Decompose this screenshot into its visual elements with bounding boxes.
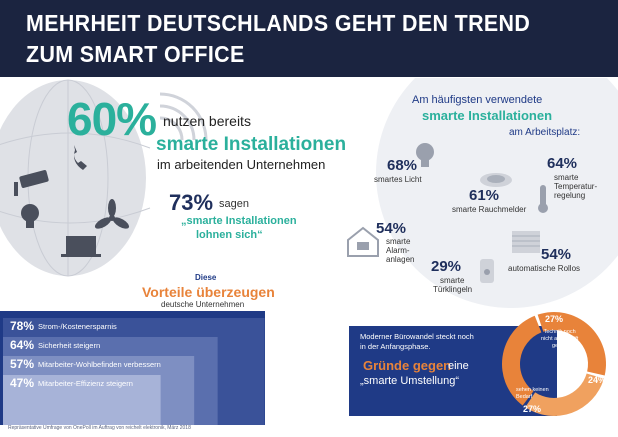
reasons-seg1-label-line2: nicht ausgereift [541, 336, 579, 342]
usage-item-doorbell-label2: Türklingeln [433, 285, 473, 294]
reasons-donut-chart: 27% 24% 27% [502, 312, 606, 416]
phone-icon [74, 145, 87, 170]
usage-item-blinds-pct: 54% [541, 246, 572, 263]
reasons-title-line1: Gründe gegen [363, 358, 452, 373]
reasons-seg3-label-line2: Bedarf [516, 394, 533, 400]
advantage-label-4: Mitarbeiter-Effizienz steigern [38, 379, 133, 388]
reason-slice-3 [502, 315, 542, 406]
usage-item-blinds-label: automatische Rollos [508, 264, 581, 273]
approval-sagen: sagen [219, 198, 249, 210]
reasons-seg1-label-line1: Technik noch [543, 329, 576, 335]
wifi-icon [159, 92, 208, 141]
usage-item-temp-label2: Temperatur- [554, 182, 598, 191]
intro-text-line1: nutzen bereits [163, 113, 251, 129]
reason-value-2: 24% [588, 375, 606, 385]
advantage-bar-4 [3, 375, 161, 425]
reason-value-1: 27% [545, 314, 563, 324]
header-title-line1: MEHRHEIT DEUTSCHLANDS GEHT DEN TREND [26, 10, 531, 36]
footer-source-note: Repräsentative Umfrage von OnePoll im Au… [8, 425, 191, 431]
reasons-title-line3: „smarte Umstellung“ [360, 375, 460, 387]
reasons-seg2-label: zu teuer [566, 372, 586, 378]
advantage-value-2: 64% [10, 338, 34, 352]
header-banner: MEHRHEIT DEUTSCHLANDS GEHT DEN TREND ZUM… [0, 0, 618, 77]
lightbulb-icon [21, 204, 39, 228]
intro-text-line3: im arbeitenden Unternehmen [157, 157, 326, 172]
usage-percentage: 60% [67, 93, 157, 145]
approval-percentage: 73% [169, 190, 214, 215]
usage-item-temp-pct: 64% [547, 155, 578, 172]
usage-item-doorbell-label1: smarte [440, 276, 465, 285]
blinds-icon [512, 231, 540, 253]
globe-shape [0, 80, 146, 276]
smoke-detector-icon [480, 173, 512, 187]
advantages-title-line1: Diese [195, 273, 217, 282]
usage-item-temp-label1: smarte [554, 173, 579, 182]
advantage-label-2: Sicherheit steigern [38, 341, 100, 350]
alarm-house-icon [347, 226, 379, 257]
thermometer-icon [538, 185, 548, 213]
reasons-intro-line1: Moderner Bürowandel steckt noch [360, 332, 474, 341]
advantages-title-line2: Vorteile überzeugen [142, 284, 275, 300]
usage-item-alarm-pct: 54% [376, 220, 407, 237]
laptop-icon [61, 236, 101, 257]
advantages-bar-chart: 78% Strom-/Kostenersparnis 64% Sicherheit s… [0, 311, 265, 425]
advantage-value-4: 47% [10, 376, 34, 390]
usage-item-smoke-label: smarte Rauchmelder [452, 205, 527, 214]
smart-devices-globe-illustration [0, 79, 208, 277]
advantages-title-line3: deutsche Unternehmen [161, 300, 245, 309]
reasons-title-line2: eine [448, 360, 469, 372]
usage-title-line2: smarte Installationen [422, 108, 553, 123]
usage-item-alarm-label1: smarte [386, 237, 411, 246]
usage-title-line3: am Arbeitsplatz: [509, 127, 581, 138]
usage-background [376, 78, 618, 308]
usage-title-line1: Am häufigsten verwendete [412, 94, 543, 106]
doorbell-icon [480, 259, 494, 283]
advantage-label-3: Mitarbeiter-Wohlbefinden verbessern [38, 360, 161, 369]
advantage-value-1: 78% [10, 319, 34, 333]
intro-text-line2: smarte Installationen [156, 134, 347, 155]
approval-quote-line1: „smarte Installationen [181, 215, 297, 227]
security-camera-icon [14, 170, 49, 196]
usage-item-smoke-pct: 61% [469, 187, 500, 204]
advantage-label-1: Strom-/Kostenersparnis [38, 322, 117, 331]
usage-item-doorbell-pct: 29% [431, 258, 462, 275]
usage-item-alarm-label3: anlagen [386, 255, 415, 264]
reason-slice-2 [525, 373, 604, 416]
reasons-seg3-label: sehen keinen Bedarf [516, 387, 549, 401]
usage-item-light-label: smartes Licht [374, 175, 422, 184]
reasons-intro-line2: in der Anfangsphase. [360, 342, 431, 351]
advantage-value-3: 57% [10, 357, 34, 371]
reason-slice-1 [537, 312, 606, 376]
header-title-line2: ZUM SMART OFFICE [26, 41, 245, 67]
reasons-seg1-label: Technik noch nicht ausgereift genug [541, 329, 578, 350]
reason-value-3: 27% [523, 404, 541, 414]
smart-light-icon [416, 143, 434, 167]
usage-item-light-pct: 68% [387, 157, 418, 174]
fan-icon [94, 199, 130, 229]
usage-item-alarm-label2: Alarm- [386, 246, 410, 255]
approval-quote-line2: lohnen sich“ [196, 229, 263, 241]
reasons-seg3-label-line1: sehen keinen [516, 387, 549, 393]
usage-item-temp-label3: regelung [554, 191, 586, 200]
reasons-seg1-label-line3: genug [552, 343, 568, 349]
